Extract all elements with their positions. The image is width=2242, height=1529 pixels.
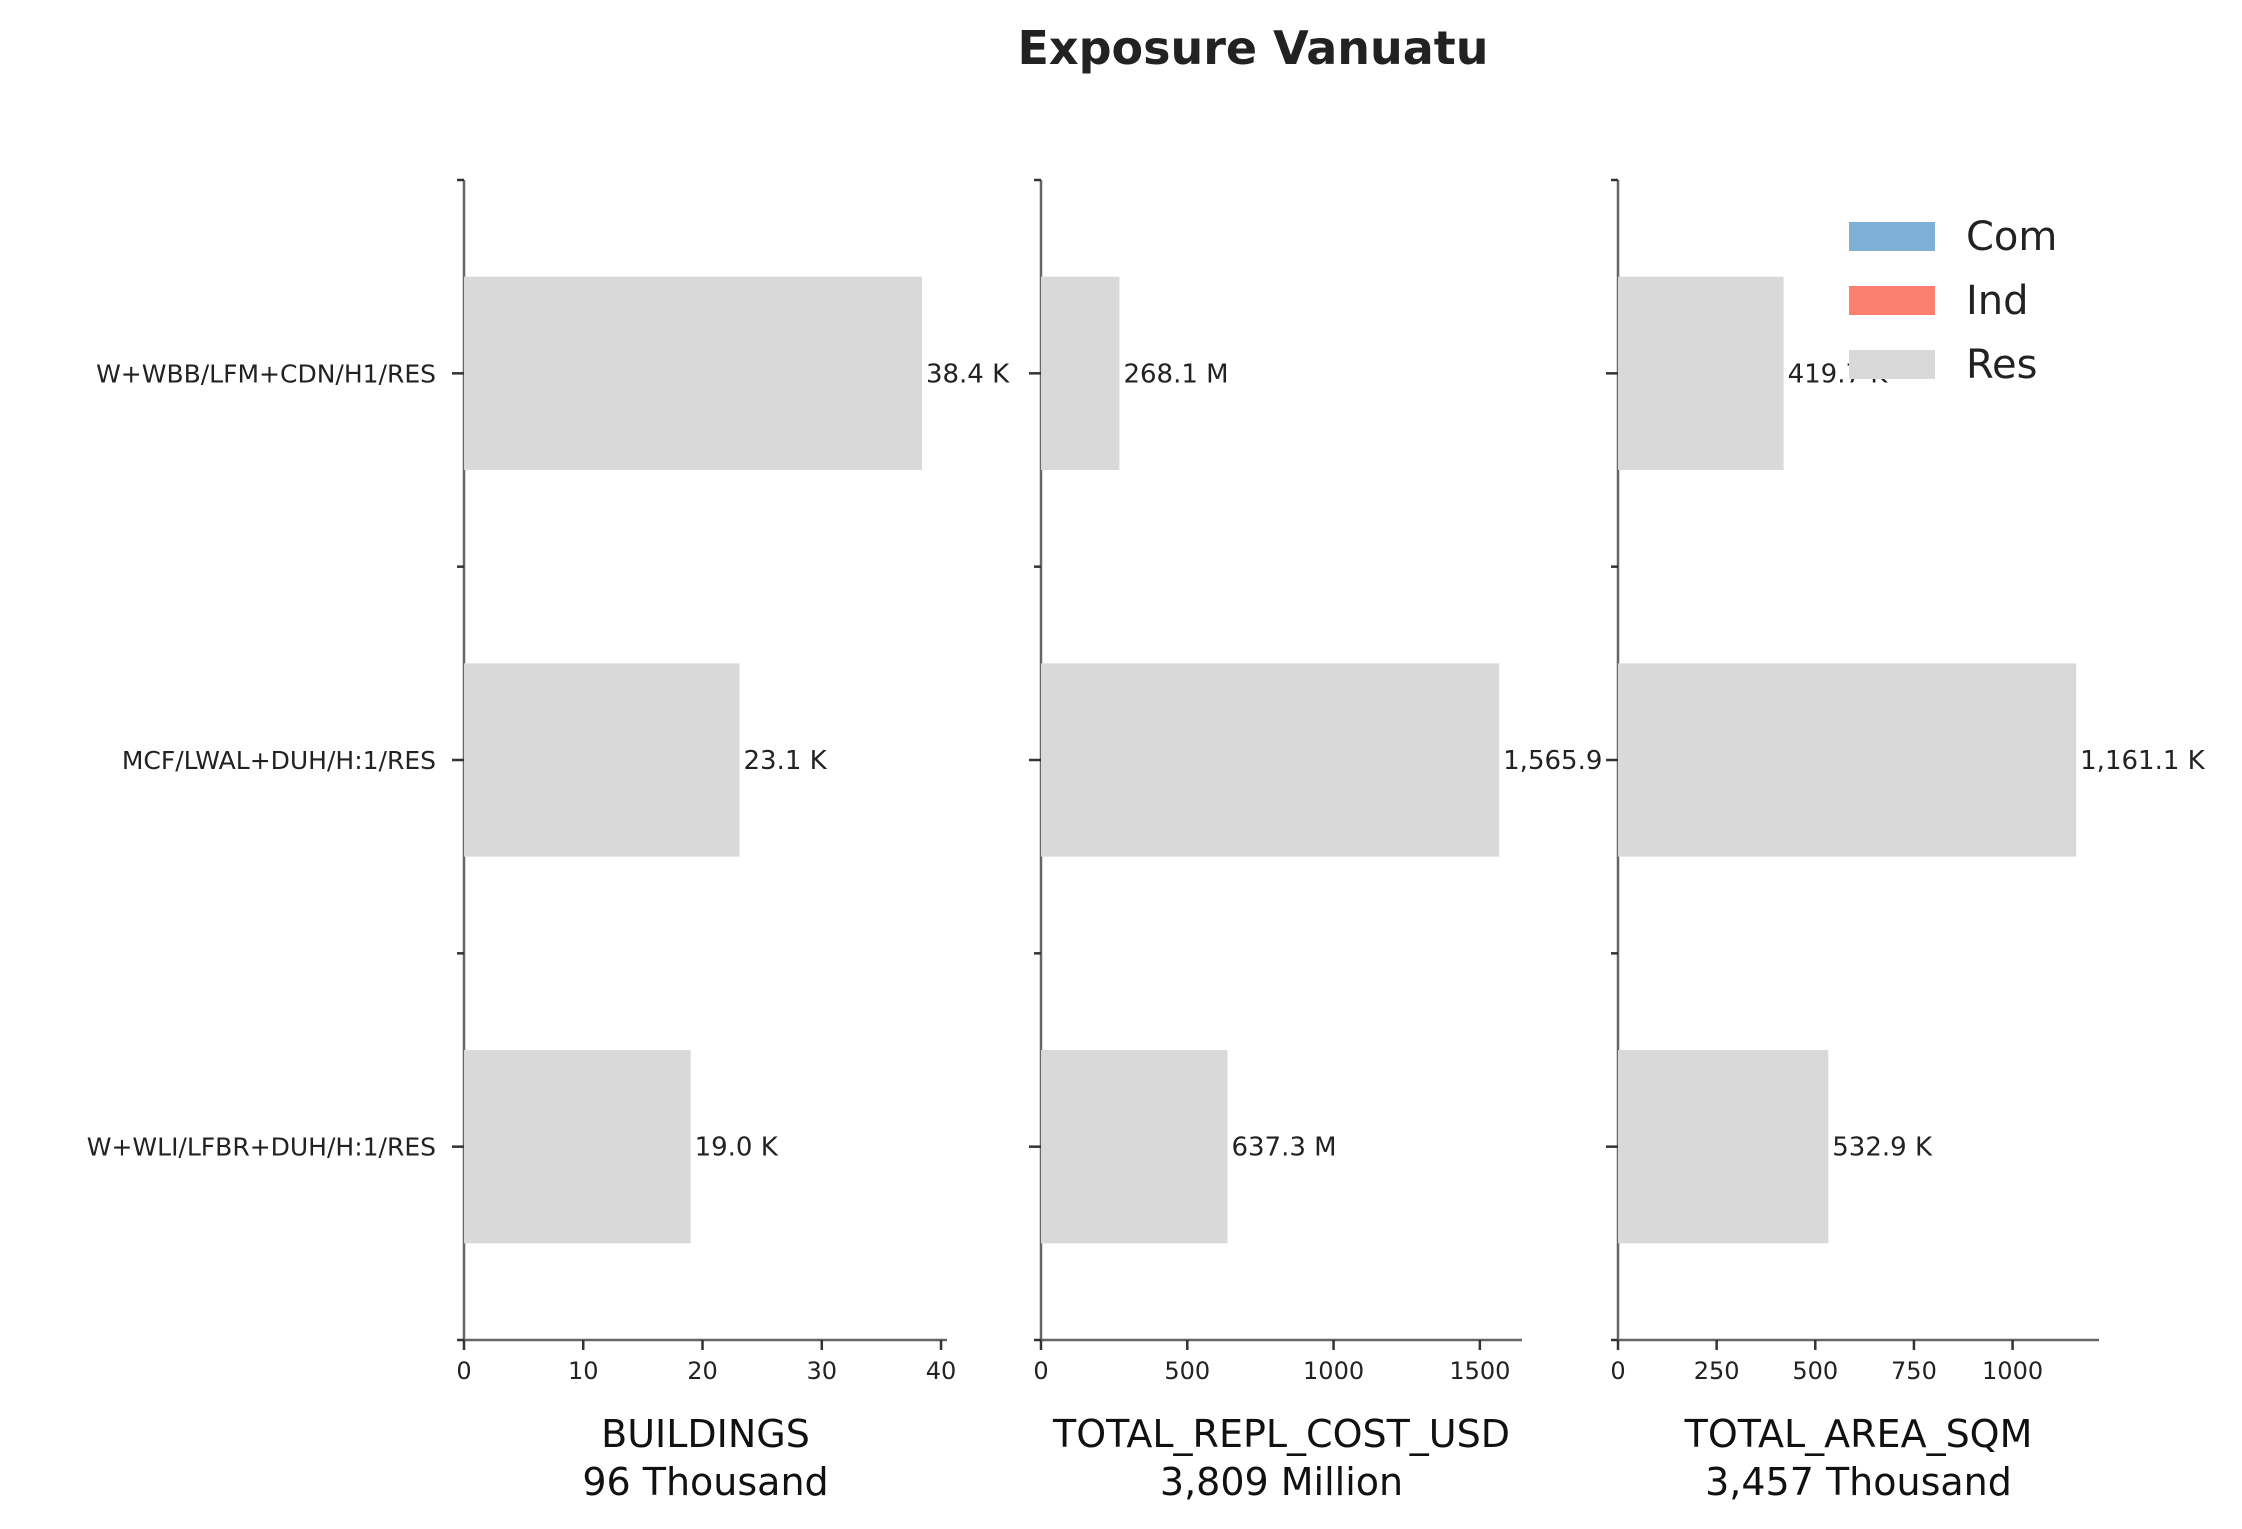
x-axis-title: BUILDINGS [601,1412,810,1456]
x-tick-label: 1000 [1982,1357,2043,1385]
x-tick-label: 10 [568,1357,599,1385]
chart-panels: W+WBB/LFM+CDN/H1/RES MCF/LWAL+DUH/H:1/RES… [87,178,2206,1504]
x-axis-total: 3,457 Thousand [1705,1460,2012,1504]
x-tick-label: 0 [456,1357,471,1385]
chart-title: Exposure Vanuatu [1017,21,1488,75]
chart-panel-2: 0 500 1000 1500 268.1 M 1,565.9 637.3 M TOTAL_R… [1029,178,1602,1504]
y-tick-label: MCF/LWAL+DUH/H:1/RES [122,746,436,775]
legend-label-ind: Ind [1966,278,2029,324]
x-axis-total: 3,809 Million [1160,1460,1403,1504]
bar-res [1041,663,1500,857]
bar-res [464,1050,691,1244]
x-tick-label: 1500 [1449,1357,1510,1385]
legend-swatch-res [1849,350,1935,379]
bar-res [1618,663,2077,857]
x-tick-label: 250 [1694,1357,1740,1385]
y-tick-label: W+WBB/LFM+CDN/H1/RES [96,359,436,388]
x-tick-label: 500 [1164,1357,1210,1385]
x-tick-label: 0 [1033,1357,1048,1385]
bar-value-label: 637.3 M [1231,1133,1336,1163]
legend-swatch-com [1849,222,1935,251]
bar-value-label: 1,161.1 K [2080,746,2206,776]
bar-res [1618,1050,1829,1244]
legend-swatch-ind [1849,286,1935,315]
bar-res [1618,276,1784,470]
x-tick-label: 40 [926,1357,957,1385]
bar-value-label: 23.1 K [743,746,827,776]
bar-value-label: 532.9 K [1832,1133,1933,1163]
bar-value-label: 38.4 K [926,359,1010,389]
x-tick-label: 750 [1891,1357,1937,1385]
x-tick-label: 20 [687,1357,718,1385]
bar-res [464,276,922,470]
legend-label-res: Res [1966,342,2037,388]
y-tick-label: W+WLI/LFBR+DUH/H:1/RES [87,1133,436,1162]
bar-value-label: 19.0 K [695,1133,779,1163]
bar-res [464,663,740,857]
x-tick-label: 500 [1792,1357,1838,1385]
bar-res [1041,1050,1228,1244]
legend: Com Ind Res [1849,214,2057,388]
x-axis-total: 96 Thousand [582,1460,828,1504]
bar-value-label: 1,565.9 [1503,746,1602,776]
x-axis-title: TOTAL_REPL_COST_USD [1052,1412,1510,1456]
x-tick-label: 1000 [1303,1357,1364,1385]
chart-panel-1: W+WBB/LFM+CDN/H1/RES MCF/LWAL+DUH/H:1/RES… [87,178,1010,1504]
bar-res [1041,276,1120,470]
x-tick-label: 30 [807,1357,838,1385]
bar-value-label: 268.1 M [1123,359,1228,389]
x-tick-label: 0 [1610,1357,1625,1385]
legend-label-com: Com [1966,214,2057,260]
x-axis-title: TOTAL_AREA_SQM [1684,1412,2033,1456]
